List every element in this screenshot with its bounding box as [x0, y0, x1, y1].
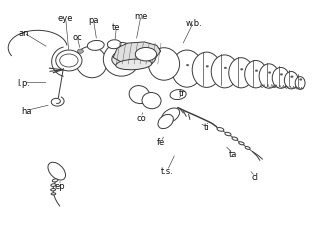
Text: pa: pa: [88, 16, 99, 25]
Text: co: co: [136, 113, 146, 122]
Circle shape: [268, 72, 271, 74]
Ellipse shape: [129, 86, 150, 104]
Ellipse shape: [232, 137, 238, 141]
Circle shape: [299, 79, 302, 81]
Ellipse shape: [52, 179, 58, 182]
Ellipse shape: [284, 72, 298, 89]
Circle shape: [206, 66, 209, 68]
Ellipse shape: [161, 109, 180, 123]
Circle shape: [291, 76, 293, 78]
Ellipse shape: [217, 128, 224, 132]
Text: eye: eye: [58, 14, 73, 23]
Text: te: te: [112, 23, 121, 32]
Text: ep: ep: [55, 182, 65, 190]
Ellipse shape: [272, 68, 289, 89]
Ellipse shape: [51, 193, 56, 195]
Ellipse shape: [259, 64, 279, 89]
Text: w.b.: w.b.: [185, 19, 202, 27]
Ellipse shape: [75, 47, 107, 78]
Ellipse shape: [142, 93, 161, 109]
Ellipse shape: [170, 90, 186, 100]
Text: oc: oc: [72, 33, 82, 41]
Ellipse shape: [48, 163, 66, 180]
Ellipse shape: [51, 189, 55, 191]
Ellipse shape: [135, 48, 157, 62]
Ellipse shape: [148, 49, 180, 81]
Circle shape: [255, 70, 258, 72]
Text: ta: ta: [229, 149, 237, 158]
Ellipse shape: [158, 115, 173, 129]
Text: cl: cl: [252, 172, 259, 181]
Ellipse shape: [239, 142, 244, 145]
Ellipse shape: [245, 61, 267, 88]
Text: me: me: [134, 12, 148, 21]
Circle shape: [280, 74, 283, 76]
Text: t.s.: t.s.: [161, 167, 174, 175]
Text: tr: tr: [179, 89, 185, 98]
Ellipse shape: [77, 50, 83, 54]
Ellipse shape: [225, 133, 231, 136]
Ellipse shape: [87, 41, 104, 51]
Ellipse shape: [107, 41, 121, 49]
Ellipse shape: [56, 51, 82, 72]
Ellipse shape: [171, 51, 203, 88]
Polygon shape: [113, 43, 161, 65]
Ellipse shape: [51, 184, 56, 187]
Text: ti: ti: [204, 123, 210, 131]
Text: an: an: [18, 29, 29, 38]
Circle shape: [224, 68, 227, 70]
Ellipse shape: [112, 48, 156, 70]
Ellipse shape: [192, 53, 221, 88]
Ellipse shape: [211, 56, 238, 88]
Text: l.p.: l.p.: [17, 79, 30, 88]
Ellipse shape: [295, 77, 305, 90]
Text: ha: ha: [22, 106, 32, 115]
Text: fe: fe: [156, 138, 165, 146]
Circle shape: [186, 65, 189, 67]
Ellipse shape: [103, 43, 139, 77]
Circle shape: [240, 69, 243, 71]
Ellipse shape: [229, 58, 253, 88]
Ellipse shape: [245, 147, 250, 150]
Ellipse shape: [116, 60, 152, 70]
